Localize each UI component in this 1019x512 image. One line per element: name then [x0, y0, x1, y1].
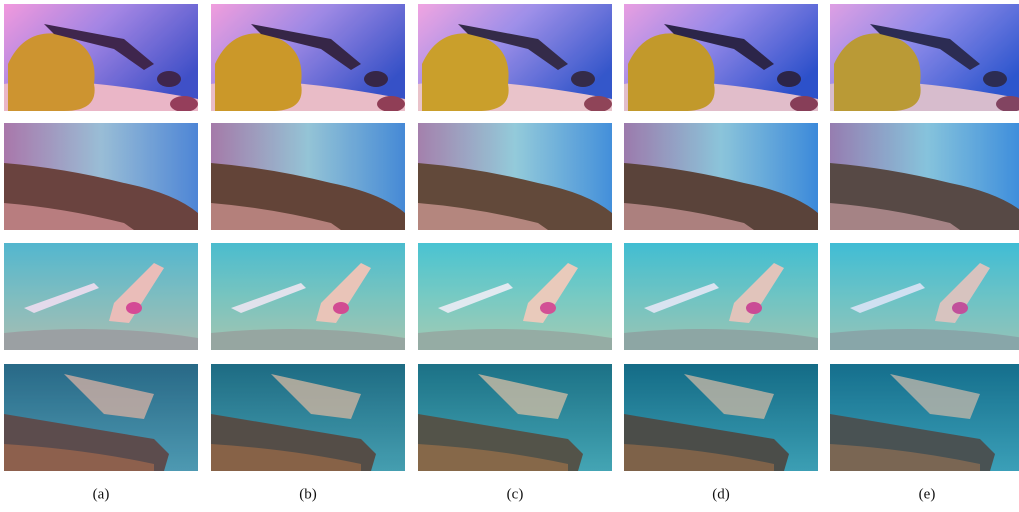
photo-tint — [418, 364, 612, 471]
photo-tint — [830, 243, 1019, 350]
photo-tint — [211, 123, 405, 230]
photo-tint — [4, 123, 198, 230]
column-label: (b) — [299, 486, 317, 502]
image-grid — [4, 4, 1019, 471]
photo-tint — [624, 123, 818, 230]
photo-tint — [624, 364, 818, 471]
photo-tint — [211, 243, 405, 350]
photo-tint — [624, 243, 818, 350]
column-label: (a) — [93, 486, 110, 502]
photo-tint — [830, 4, 1019, 111]
photo-tint — [211, 4, 405, 111]
column-label: (e) — [919, 486, 936, 502]
photo-tint — [418, 4, 612, 111]
photo-tint — [4, 243, 198, 350]
photo-tint — [418, 243, 612, 350]
photo-tint — [830, 123, 1019, 230]
photo-tint — [418, 123, 612, 230]
photo-tint — [4, 364, 198, 471]
photo-tint — [4, 4, 198, 111]
column-label: (d) — [712, 486, 730, 502]
photo-tint — [624, 4, 818, 111]
photo-tint — [830, 364, 1019, 471]
photo-tint — [211, 364, 405, 471]
column-label: (c) — [507, 486, 524, 502]
